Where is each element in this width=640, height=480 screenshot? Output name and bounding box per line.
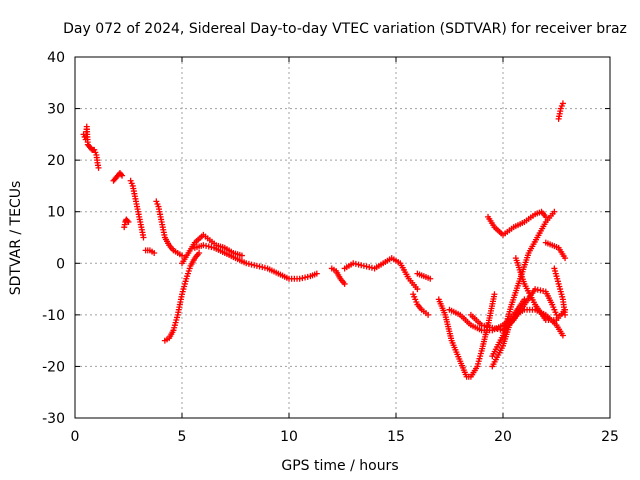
grid-lines [75,57,610,418]
data-point [313,270,320,277]
data-point [427,275,434,282]
data-point [542,213,549,220]
data-series-arc19 [485,208,549,238]
data-point [119,172,126,179]
axis-ticks: 0 5 10 15 20 25 -30 -20 -10 0 10 20 30 40 [42,50,619,445]
data-point [179,252,185,259]
y-tick-label: -20 [42,359,65,375]
data-series-arc4 [127,177,147,241]
data-point [95,164,102,171]
y-tick-label: 10 [47,205,65,221]
data-series-arc11 [341,255,421,293]
data-points [80,100,569,380]
data-series-arc22 [551,265,569,318]
x-axis-label: GPS time / hours [281,458,398,474]
data-series-arc6 [153,198,185,259]
data-point [425,311,432,318]
data-series-arc9 [191,242,320,282]
data-series-arc2 [110,170,126,184]
y-tick-label: 20 [47,153,65,169]
y-tick-label: 40 [47,50,65,66]
data-point [140,234,147,241]
x-tick-label: 10 [280,429,298,445]
x-tick-label: 15 [387,429,405,445]
x-tick-label: 25 [601,429,619,445]
data-point [562,311,569,318]
data-point [553,311,560,318]
data-point [124,217,131,224]
chart-title: Day 072 of 2024, Sidereal Day-to-day VTE… [63,21,627,37]
data-point [151,249,158,256]
y-tick-label: 30 [47,102,65,118]
data-series-arc20 [512,255,569,324]
data-point [551,208,558,215]
data-series-arc7 [161,249,203,344]
data-series-arc3 [121,216,132,231]
data-point [238,252,245,259]
data-point [125,219,132,226]
data-series-arc5 [142,247,158,256]
x-tick-label: 5 [178,429,187,445]
x-tick-label: 20 [494,429,512,445]
data-series-arc18 [489,208,558,360]
y-tick-label: -30 [42,411,65,427]
data-point [118,171,125,178]
y-tick-label: 0 [56,256,65,272]
data-point [414,286,421,293]
data-series-arc12 [414,270,434,282]
data-point [341,280,348,287]
y-tick-label: -10 [42,308,65,324]
data-series-arc1 [80,123,102,171]
data-series-arc10 [328,265,348,287]
data-point [196,249,203,256]
data-point [562,255,569,262]
data-series-arc13 [410,291,432,318]
x-tick-label: 0 [71,429,80,445]
data-point [559,332,566,339]
y-axis-label: SDTVAR / TECUs [8,181,24,296]
data-point [491,291,498,298]
data-series-arc23 [555,100,566,122]
data-point [559,100,566,107]
data-series-arc21 [542,239,569,262]
plot-frame [74,56,611,419]
